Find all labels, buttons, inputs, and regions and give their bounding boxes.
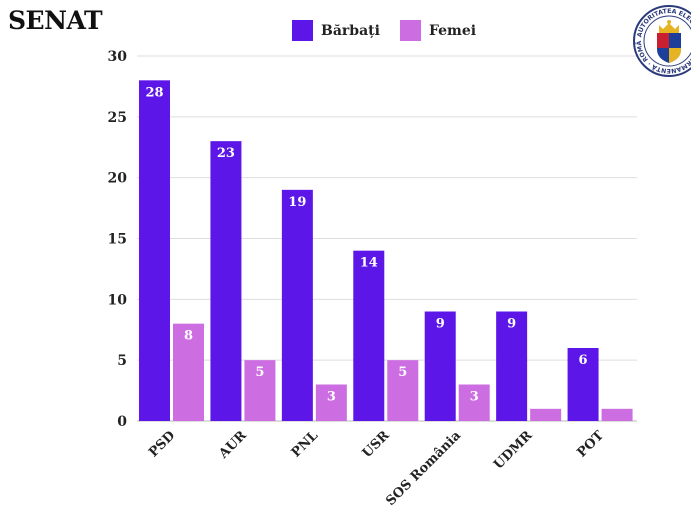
y-tick-label: 5: [117, 353, 127, 369]
bar: [210, 141, 242, 421]
data-label: 23: [217, 146, 235, 161]
x-tick-label: SOS România: [383, 428, 464, 509]
bar: [173, 323, 204, 421]
x-tick-label: POT: [575, 428, 608, 461]
y-tick-label: 30: [108, 49, 128, 65]
x-tick-label: PNL: [289, 428, 321, 460]
x-tick-label: PSD: [146, 428, 178, 460]
bar: [567, 348, 599, 421]
bar: [353, 250, 385, 421]
y-tick-label: 0: [117, 414, 127, 430]
aep-seal-logo: AUTORITATEA ELECTORALĂ PERMANENTĂ · ROMÂ…: [633, 3, 691, 77]
data-label: 5: [398, 365, 407, 380]
bar: [530, 408, 562, 421]
data-label: 8: [184, 329, 193, 344]
data-label: 6: [579, 353, 588, 368]
data-label: 9: [507, 317, 516, 332]
legend-swatch-femei: [399, 20, 421, 41]
legend-label-femei: Femei: [428, 22, 477, 39]
data-label: 9: [436, 317, 445, 332]
y-tick-label: 25: [108, 110, 127, 126]
y-tick-label: 10: [108, 292, 128, 308]
y-tick-label: 20: [108, 171, 128, 187]
data-label: 5: [255, 365, 264, 380]
bar: [424, 311, 456, 421]
legend-item-femei: Femei: [399, 20, 477, 41]
data-label: 14: [360, 256, 378, 271]
legend-item-barbati: Bărbați: [292, 20, 380, 41]
bar: [315, 384, 347, 421]
bar: [458, 384, 490, 421]
bar: [387, 360, 419, 421]
x-tick-label: UDMR: [491, 428, 536, 473]
data-label: 19: [288, 195, 306, 210]
bar: [601, 408, 633, 421]
data-label: 3: [327, 390, 336, 405]
bar: [139, 80, 170, 421]
data-label: 3: [470, 390, 479, 405]
data-label: 28: [145, 85, 163, 100]
y-tick-label: 15: [108, 232, 127, 248]
x-tick-label: AUR: [216, 428, 250, 462]
legend: Bărbați Femei: [292, 20, 496, 41]
bar: [496, 311, 528, 421]
legend-swatch-barbati: [292, 20, 313, 41]
chart-title: SENAT: [8, 6, 103, 35]
legend-label-barbati: Bărbați: [321, 22, 380, 39]
x-tick-label: USR: [360, 428, 393, 461]
coat-of-arms-icon: [657, 20, 681, 63]
bar: [244, 360, 276, 421]
bar: [281, 189, 313, 421]
